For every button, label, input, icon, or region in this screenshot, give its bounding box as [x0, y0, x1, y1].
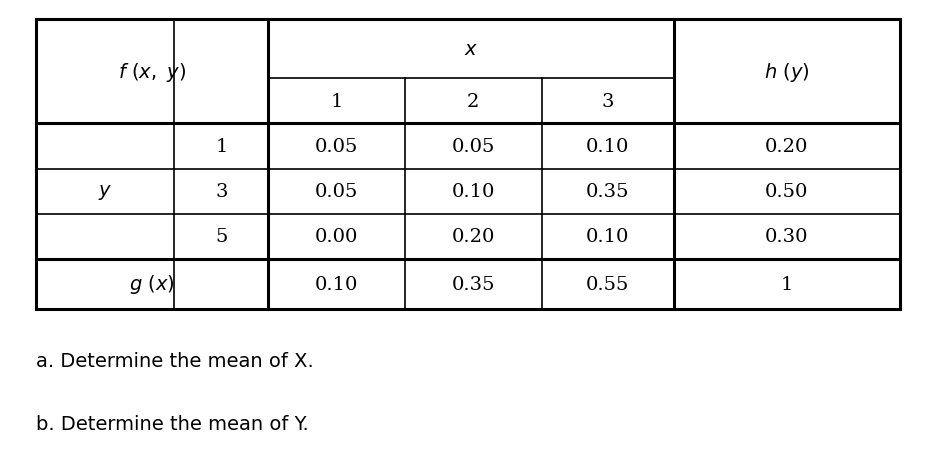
Text: 5: 5	[215, 228, 228, 246]
Text: b. Determine the mean of Y.: b. Determine the mean of Y.	[36, 414, 309, 433]
Text: 0.05: 0.05	[451, 138, 495, 156]
Text: 0.00: 0.00	[315, 228, 359, 246]
Text: $x$: $x$	[463, 41, 479, 59]
Text: 2: 2	[467, 92, 479, 110]
Text: a. Determine the mean of X.: a. Determine the mean of X.	[36, 351, 314, 370]
Text: 0.35: 0.35	[451, 275, 495, 293]
Text: $h\ (y)$: $h\ (y)$	[764, 61, 809, 83]
Text: $y$: $y$	[98, 182, 112, 201]
Text: 0.05: 0.05	[315, 138, 359, 156]
Text: $g\ (x)$: $g\ (x)$	[129, 273, 175, 295]
Text: 1: 1	[215, 138, 228, 156]
Text: 0.05: 0.05	[315, 183, 359, 201]
Text: 0.20: 0.20	[765, 138, 808, 156]
Text: 0.30: 0.30	[765, 228, 808, 246]
Text: 3: 3	[601, 92, 614, 110]
Text: 0.10: 0.10	[315, 275, 359, 293]
Text: 0.50: 0.50	[765, 183, 808, 201]
Text: 0.10: 0.10	[451, 183, 495, 201]
Text: 3: 3	[215, 183, 228, 201]
Text: 0.20: 0.20	[451, 228, 495, 246]
Text: 0.10: 0.10	[586, 228, 629, 246]
Text: $f\ (x,\ y)$: $f\ (x,\ y)$	[118, 61, 187, 83]
Text: 0.10: 0.10	[586, 138, 629, 156]
Text: 0.35: 0.35	[586, 183, 629, 201]
Text: 1: 1	[331, 92, 343, 110]
Text: 1: 1	[780, 275, 793, 293]
Text: 0.55: 0.55	[586, 275, 629, 293]
